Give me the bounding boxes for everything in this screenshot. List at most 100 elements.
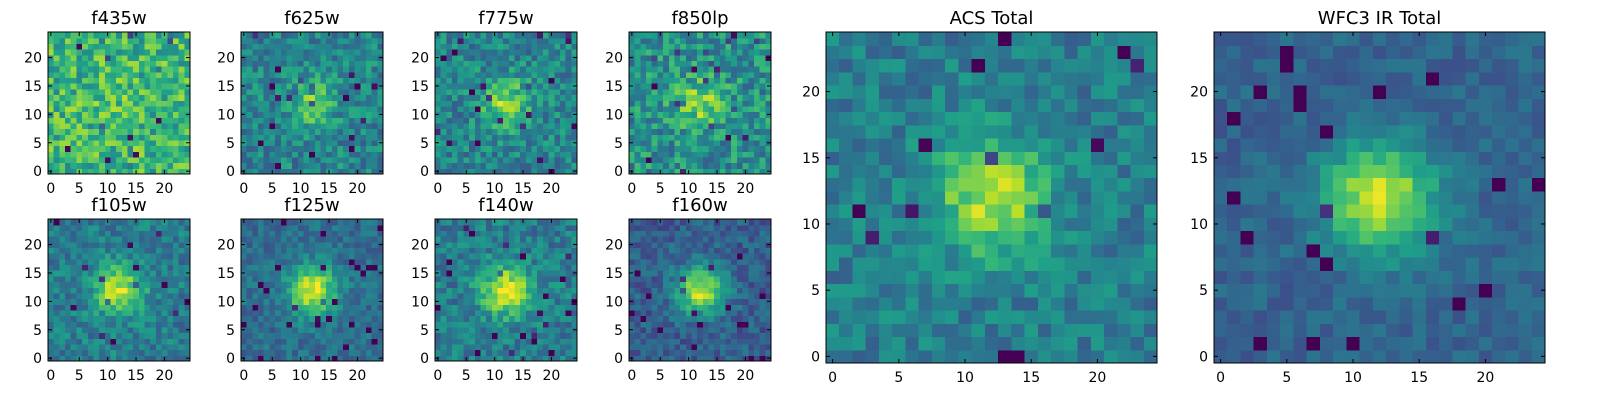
heatmap-cell bbox=[53, 219, 60, 226]
heatmap-cell bbox=[646, 162, 653, 169]
heatmap-cell bbox=[65, 292, 72, 300]
heatmap-cell bbox=[121, 128, 129, 135]
heatmap-cell bbox=[269, 83, 276, 90]
heatmap-cell bbox=[93, 349, 100, 356]
heatmap-cell bbox=[446, 264, 453, 271]
heatmap-cell bbox=[360, 37, 367, 44]
heatmap-cell bbox=[70, 83, 77, 90]
heatmap-cell bbox=[503, 309, 510, 317]
heatmap-cell bbox=[435, 343, 442, 351]
heatmap-cell bbox=[343, 304, 350, 311]
heatmap-cell bbox=[469, 83, 476, 90]
heatmap-cell bbox=[116, 281, 123, 288]
heatmap-cell bbox=[371, 349, 378, 356]
heatmap-cell bbox=[99, 287, 106, 294]
heatmap-cell bbox=[144, 321, 151, 328]
heatmap-cell bbox=[497, 270, 504, 277]
heatmap-cell bbox=[371, 66, 378, 73]
heatmap-cell bbox=[82, 117, 89, 124]
heatmap-cell bbox=[542, 281, 550, 288]
heatmap-cell bbox=[246, 326, 253, 334]
heatmap-cell bbox=[491, 236, 499, 243]
heatmap-cell bbox=[759, 315, 766, 322]
heatmap-cell bbox=[491, 94, 499, 101]
heatmap-cell bbox=[320, 219, 327, 226]
heatmap-cell bbox=[651, 134, 658, 141]
heatmap-cell bbox=[116, 168, 123, 175]
heatmap-cell bbox=[65, 139, 72, 147]
heatmap-cell bbox=[486, 66, 493, 73]
heatmap-cell bbox=[365, 315, 373, 322]
heatmap-cell bbox=[371, 71, 378, 79]
heatmap-cell bbox=[93, 253, 100, 260]
heatmap-cell bbox=[725, 145, 732, 152]
heatmap-cell bbox=[360, 32, 367, 39]
heatmap-cell bbox=[531, 134, 538, 141]
heatmap-cell bbox=[269, 117, 276, 124]
heatmap-cell bbox=[155, 71, 163, 79]
heatmap-cell bbox=[87, 117, 95, 124]
heatmap-cell bbox=[748, 309, 755, 317]
heatmap-cell bbox=[571, 66, 578, 73]
heatmap-cell bbox=[657, 304, 664, 311]
heatmap-cell bbox=[480, 270, 487, 277]
heatmap-cell bbox=[731, 122, 738, 130]
heatmap-cell bbox=[343, 83, 350, 90]
heatmap-cell bbox=[514, 338, 521, 345]
heatmap-cell bbox=[303, 241, 310, 248]
heatmap-cell bbox=[697, 117, 704, 124]
heatmap-cell bbox=[286, 83, 293, 90]
heatmap-cell bbox=[133, 111, 140, 118]
heatmap-cell bbox=[70, 43, 77, 50]
heatmap-cell bbox=[674, 117, 681, 124]
heatmap-cell bbox=[469, 111, 476, 118]
heatmap-cell bbox=[337, 71, 344, 79]
heatmap-cell bbox=[457, 100, 464, 107]
heatmap-cell bbox=[714, 338, 721, 345]
heatmap-cell bbox=[53, 77, 60, 84]
heatmap-cell bbox=[548, 71, 555, 79]
heatmap-cell bbox=[167, 94, 174, 101]
heatmap-cell bbox=[697, 94, 704, 101]
heatmap-cell bbox=[70, 111, 77, 118]
heatmap-cell bbox=[520, 298, 527, 305]
heatmap-cell bbox=[457, 128, 464, 135]
heatmap-cell bbox=[651, 100, 658, 107]
heatmap-cell bbox=[121, 253, 129, 260]
heatmap-cell bbox=[719, 162, 727, 169]
heatmap-cell bbox=[138, 71, 146, 79]
heatmap-cell bbox=[452, 151, 459, 158]
heatmap-cell bbox=[440, 264, 447, 271]
heatmap-cell bbox=[258, 338, 265, 345]
heatmap-cell bbox=[144, 230, 151, 237]
heatmap-cell bbox=[759, 287, 766, 294]
heatmap-cell bbox=[520, 156, 527, 164]
heatmap-cell bbox=[685, 298, 693, 305]
heatmap-cell bbox=[167, 281, 174, 288]
heatmap-cell bbox=[150, 122, 157, 130]
heatmap-cell bbox=[480, 151, 487, 158]
heatmap-cell bbox=[548, 258, 555, 266]
heatmap-cell bbox=[172, 349, 180, 356]
heatmap-cell bbox=[93, 281, 100, 288]
heatmap-cell bbox=[93, 54, 100, 61]
heatmap-cell bbox=[172, 270, 180, 277]
heatmap-cell bbox=[121, 304, 129, 311]
heatmap-cell bbox=[286, 275, 293, 283]
heatmap-cell bbox=[263, 298, 270, 305]
heatmap-cell bbox=[70, 77, 77, 84]
heatmap-cell bbox=[144, 168, 151, 175]
heatmap-cell bbox=[365, 83, 373, 90]
heatmap-cell bbox=[486, 304, 493, 311]
heatmap-cell bbox=[554, 151, 561, 158]
heatmap-cell bbox=[377, 100, 384, 107]
heatmap-cell bbox=[446, 37, 453, 44]
heatmap-cell bbox=[144, 241, 151, 248]
heatmap-cell bbox=[121, 264, 129, 271]
heatmap-cell bbox=[246, 247, 253, 254]
heatmap-cell bbox=[446, 117, 453, 124]
heatmap-cell bbox=[503, 321, 510, 328]
heatmap-cell bbox=[48, 338, 55, 345]
heatmap-cell bbox=[548, 247, 555, 254]
heatmap-cell bbox=[133, 100, 140, 107]
